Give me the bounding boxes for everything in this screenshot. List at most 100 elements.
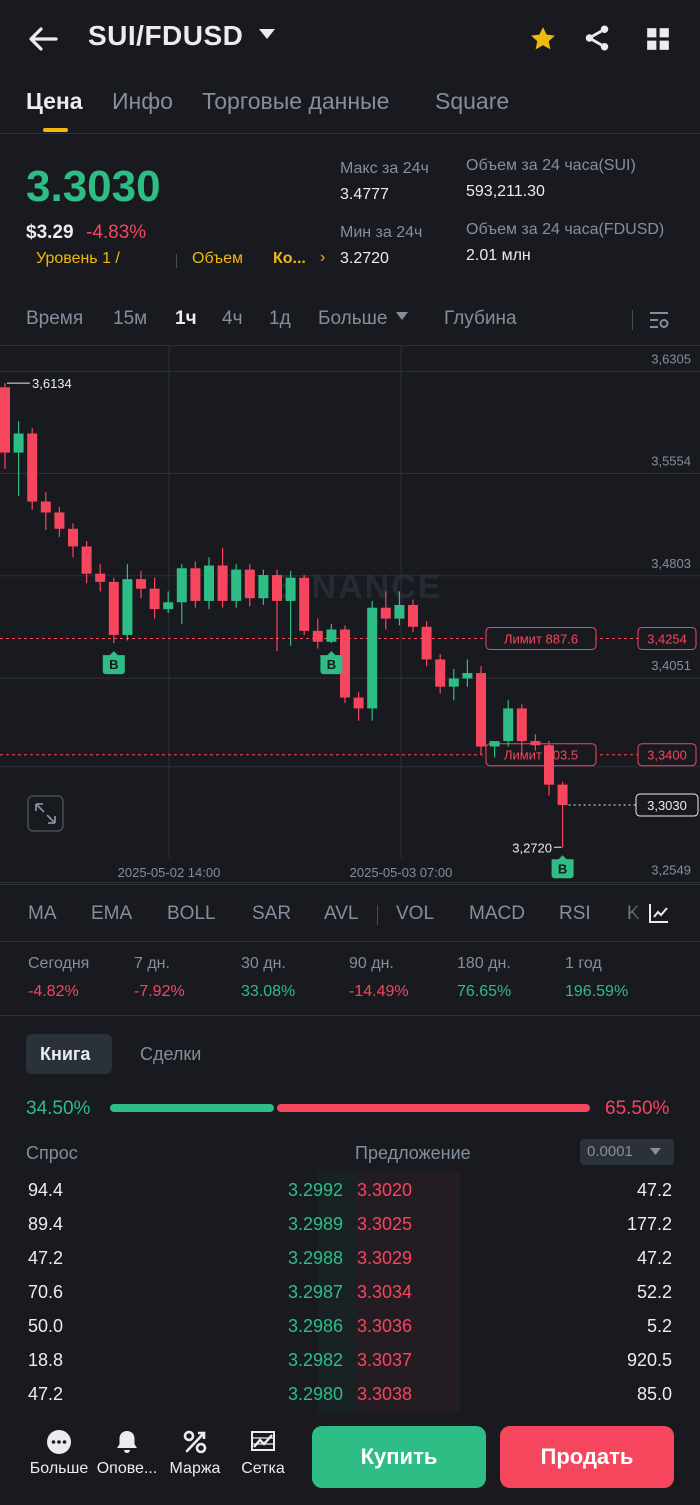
caret-down-icon [650,1148,661,1155]
ask-price: 3.3038 [357,1384,413,1404]
interval-time[interactable]: Время [26,308,84,329]
candle [557,784,568,806]
tab-square[interactable]: Square [435,88,510,114]
more-dots-icon [47,1430,71,1454]
indicator-avl[interactable]: AVL [324,903,359,924]
grid-trading-button[interactable]: Сетка [228,1428,298,1478]
tag-volume[interactable]: Объем [192,250,243,267]
indicator-boll[interactable]: BOLL [167,903,216,924]
alerts-button[interactable]: Опове... [92,1428,162,1478]
bid-qty: 89.4 [28,1214,64,1234]
bid-column-label: Спрос [26,1143,78,1163]
current-price-label: 3,3030 [647,798,687,813]
interval-1h[interactable]: 1ч [175,308,197,329]
indicator-sar[interactable]: SAR [252,903,292,924]
margin-button[interactable]: Маржа [160,1428,230,1478]
x-tick-label: 2025-05-02 14:00 [118,865,221,880]
orderbook-row[interactable]: 18.8 3.2982 3.3037 920.5 [0,1350,700,1384]
tag-more[interactable]: Ко... [273,250,306,267]
indicator-vol[interactable]: VOL [396,903,435,924]
orderbook-row[interactable]: 50.0 3.2986 3.3036 5.2 [0,1316,700,1350]
tab-price[interactable]: Цена [26,88,83,114]
candle [516,708,527,742]
ask-qty: 52.2 [636,1282,672,1302]
candlestick-chart[interactable]: BINANCE 3,6305 3,5554 3,4803 3,4051 3,3400 3,… [0,346,700,884]
perf-label-1y: 1 год [565,955,602,972]
fullscreen-button[interactable] [27,795,64,832]
limit-order-label: Лимит 887.6 [504,631,578,646]
tab-trading-data[interactable]: Торговые данные [202,88,390,114]
candle [122,579,133,635]
interval-more-label: Больше [318,308,388,329]
candle [421,626,432,660]
perf-value-7d: -7.92% [134,983,185,1000]
favorite-button[interactable] [528,24,558,54]
indicator-ema[interactable]: EMA [91,903,133,924]
ask-qty: 920.5 [626,1350,672,1370]
bid-qty: 47.2 [28,1384,64,1404]
back-button[interactable] [26,24,60,54]
orderbook-row[interactable]: 47.2 3.2980 3.3038 85.0 [0,1384,700,1418]
vol-quote-value: 2.01 млн [466,247,531,264]
ask-price: 3.3020 [357,1180,413,1200]
indicator-rsi[interactable]: RSI [559,903,591,924]
orderbook-row[interactable]: 89.4 3.2989 3.3025 177.2 [0,1214,700,1248]
candle [108,581,119,635]
ask-price: 3.3037 [357,1350,413,1370]
tab-trades[interactable]: Сделки [140,1044,202,1064]
limit-price-tag [637,626,697,650]
ask-qty: 177.2 [626,1214,672,1234]
interval-1d[interactable]: 1д [269,308,291,329]
share-button[interactable] [582,23,612,53]
y-tick-label: 3,4803 [651,556,691,571]
candle [190,568,201,601]
indicator-ma[interactable]: MA [28,903,57,924]
candle [476,673,486,747]
candle [435,659,446,687]
x-tick-label: 2025-05-03 07:00 [350,865,453,880]
low-label: Мин за 24ч [340,224,423,241]
pair-selector[interactable]: SUI/FDUSD [88,20,276,52]
bid-price: 3.2988 [287,1248,343,1268]
perf-label-90d: 90 дн. [349,955,394,972]
indicator-settings-button[interactable] [648,902,670,924]
bid-price: 3.2980 [287,1384,343,1404]
sell-button[interactable]: Продать [500,1426,674,1488]
orderbook-row[interactable]: 94.4 3.2992 3.3020 47.2 [0,1180,700,1214]
chart-line-icon [649,904,668,923]
tag-arrow-icon[interactable]: › [320,249,326,266]
interval-4h[interactable]: 4ч [222,308,243,329]
perf-value-1y: 196.59% [565,983,629,1000]
chart-settings-button[interactable] [647,308,671,332]
orderbook-row[interactable]: 47.2 3.2988 3.3029 47.2 [0,1248,700,1282]
candle [312,630,323,642]
buy-button[interactable]: Купить [312,1426,486,1488]
indicator-macd[interactable]: MACD [469,903,525,924]
ratio-bar [110,1104,590,1112]
tab-order-book[interactable] [26,1034,112,1074]
candle [367,607,378,709]
ask-qty: 47.2 [636,1180,672,1200]
precision-selector[interactable]: 0.0001 [580,1139,674,1165]
layout-button[interactable] [645,26,671,52]
indicators-divider [0,941,700,942]
candle [285,577,296,601]
interval-more[interactable]: Больше [318,308,408,330]
price-change: -4.83% [86,222,147,243]
ask-price: 3.3034 [357,1282,413,1302]
ask-price: 3.3029 [357,1248,413,1268]
chart-bottom-divider [0,884,700,885]
more-button[interactable]: Больше [24,1428,94,1478]
tag-level[interactable]: Уровень 1 / [36,250,120,267]
usd-price: $3.29 [26,222,74,243]
grid-bot-icon [251,1431,275,1451]
interval-depth[interactable]: Глубина [444,308,517,329]
bid-qty: 94.4 [28,1180,64,1200]
candle [544,745,554,785]
interval-15m[interactable]: 15м [113,308,148,329]
candle [258,575,269,599]
tab-order-book-label[interactable]: Книга [40,1044,91,1064]
tab-info[interactable]: Инфо [112,88,173,114]
bid-price: 3.2992 [287,1180,343,1200]
orderbook-row[interactable]: 70.6 3.2987 3.3034 52.2 [0,1282,700,1316]
